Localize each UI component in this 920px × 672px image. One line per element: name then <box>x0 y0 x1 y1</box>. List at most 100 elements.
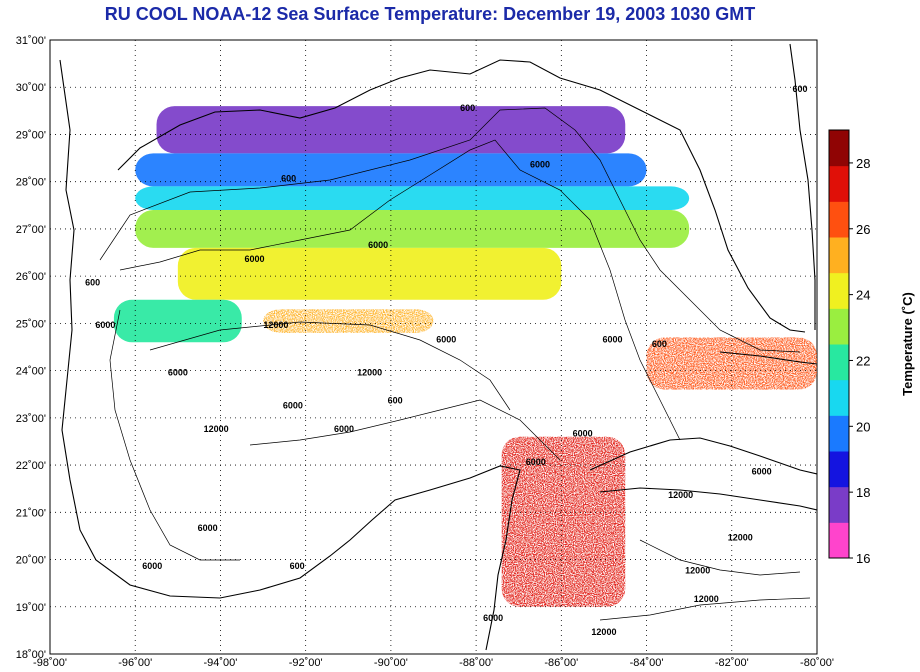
contour-label: 600 <box>290 561 305 571</box>
contour-label: 12000 <box>668 490 693 500</box>
contour-label: 6000 <box>142 561 162 571</box>
colorbar-swatch <box>829 451 849 488</box>
colorbar-swatch <box>829 308 849 345</box>
cuba-south <box>599 487 817 511</box>
contour-label: 12000 <box>357 367 382 377</box>
colorbar-swatch <box>829 415 849 452</box>
contour-label: 600 <box>85 278 100 288</box>
colorbar-tick-label: 28 <box>856 156 870 171</box>
lat-tick-label: 25˚00' <box>16 318 46 330</box>
contour-label: 600 <box>281 174 296 184</box>
contour-label: 6000 <box>602 334 622 344</box>
sst-region-northern-shelf-cold <box>156 106 626 154</box>
lat-tick-label: 19˚00' <box>16 602 46 614</box>
contour-label: 6000 <box>245 254 265 264</box>
axis-ticks: 31˚00' 30˚00' 29˚00' 28˚00' 27˚00' 26˚00' 25˚0… <box>16 35 834 669</box>
contour-label: 12000 <box>263 320 288 330</box>
lat-tick-label: 27˚00' <box>16 224 46 236</box>
colorbar-tick-label: 18 <box>856 485 870 500</box>
contour-12000 <box>149 321 511 411</box>
colorbar-tick-label: 16 <box>856 551 870 566</box>
lon-tick-label: -86˚00' <box>544 657 578 669</box>
contour-labels: 600 600 6000 6000 6000 600 6000 12000 6000 6000 12… <box>85 84 807 637</box>
lat-tick-label: 20˚00' <box>16 555 46 567</box>
contour-caribbean-2 <box>599 597 811 621</box>
colorbar-swatch <box>829 237 849 274</box>
colorbar-tick-label: 20 <box>856 419 870 434</box>
colorbar-tick-label: 26 <box>856 222 870 237</box>
colorbar-swatch <box>829 130 849 167</box>
colorbar-tick-label: 22 <box>856 353 870 368</box>
contour-label: 6000 <box>526 457 546 467</box>
lon-tick-label: -88˚00' <box>459 657 493 669</box>
contour-label: 6000 <box>168 367 188 377</box>
sst-region-central-green <box>135 210 690 248</box>
sst-region-west-cyan <box>113 299 242 343</box>
contour-label: 600 <box>792 84 807 94</box>
sst-region-central-yellow <box>177 247 562 300</box>
gulf-north-coast <box>117 59 806 333</box>
colorbar-label: Temperature (˚C) <box>900 292 915 396</box>
contour-caribbean <box>639 539 801 576</box>
lat-tick-label: 29˚00' <box>16 129 46 141</box>
contour-label: 6000 <box>283 400 303 410</box>
lon-tick-label: -90˚00' <box>374 657 408 669</box>
lon-tick-label: -84˚00' <box>630 657 664 669</box>
colorbar-swatch <box>829 272 849 309</box>
map-title: RU COOL NOAA-12 Sea Surface Temperature:… <box>104 4 756 24</box>
lon-tick-label: -82˚00' <box>715 657 749 669</box>
lat-tick-label: 22˚00' <box>16 460 46 472</box>
colorbar-swatch <box>829 379 849 416</box>
florida-east <box>789 43 816 330</box>
colorbar-swatch <box>829 165 849 202</box>
colorbar-tick-label: 24 <box>856 288 870 303</box>
lat-tick-label: 28˚00' <box>16 177 46 189</box>
lon-tick-label: -98˚00' <box>33 657 67 669</box>
colorbar: 16 18 20 22 24 26 28 Temperature (˚C) <box>828 129 915 566</box>
lat-tick-label: 18˚00' <box>16 649 46 661</box>
north-coast <box>59 59 521 651</box>
lon-tick-label: -94˚00' <box>203 657 237 669</box>
lat-tick-label: 21˚00' <box>16 507 46 519</box>
contour-6000 <box>119 139 681 441</box>
contour-label: 6000 <box>752 467 772 477</box>
sst-region-yucatan-warm <box>501 436 626 607</box>
sst-region-shelf-blue <box>135 153 647 187</box>
contour-label: 600 <box>460 103 475 113</box>
lat-tick-label: 31˚00' <box>16 35 46 47</box>
contour-label: 6000 <box>368 240 388 250</box>
contour-label: 600 <box>652 339 667 349</box>
contour-label: 6000 <box>95 320 115 330</box>
contour-600 <box>99 107 801 353</box>
lon-tick-label: -96˚00' <box>118 657 152 669</box>
sst-layer <box>113 106 690 343</box>
contour-label: 6000 <box>436 334 456 344</box>
contour-label: 6000 <box>530 160 550 170</box>
lat-tick-label: 30˚00' <box>16 82 46 94</box>
contour-label: 12000 <box>591 627 616 637</box>
contour-label: 600 <box>388 396 403 406</box>
contour-label: 12000 <box>728 533 753 543</box>
contour-label: 6000 <box>573 429 593 439</box>
coastline <box>59 43 817 651</box>
colorbar-swatch <box>829 522 849 559</box>
contour-label: 6000 <box>483 613 503 623</box>
colorbar-swatch <box>829 344 849 381</box>
colorbar-swatch <box>829 486 849 523</box>
lat-tick-label: 26˚00' <box>16 271 46 283</box>
lon-tick-label: -92˚00' <box>289 657 323 669</box>
bathymetry-contours <box>99 107 811 621</box>
sst-region-loop-orange <box>263 309 434 333</box>
contour-label: 12000 <box>204 424 229 434</box>
cuba-coast <box>589 437 817 475</box>
contour-west <box>109 309 240 561</box>
florida-keys <box>719 351 817 365</box>
contour-label: 12000 <box>685 566 710 576</box>
sst-region-shelf-cyan <box>135 186 690 211</box>
contour-south <box>249 399 561 461</box>
lat-tick-label: 24˚00' <box>16 366 46 378</box>
colorbar-swatch <box>829 201 849 238</box>
lon-tick-label: -80˚00' <box>800 657 834 669</box>
colorbar-frame <box>828 129 850 559</box>
